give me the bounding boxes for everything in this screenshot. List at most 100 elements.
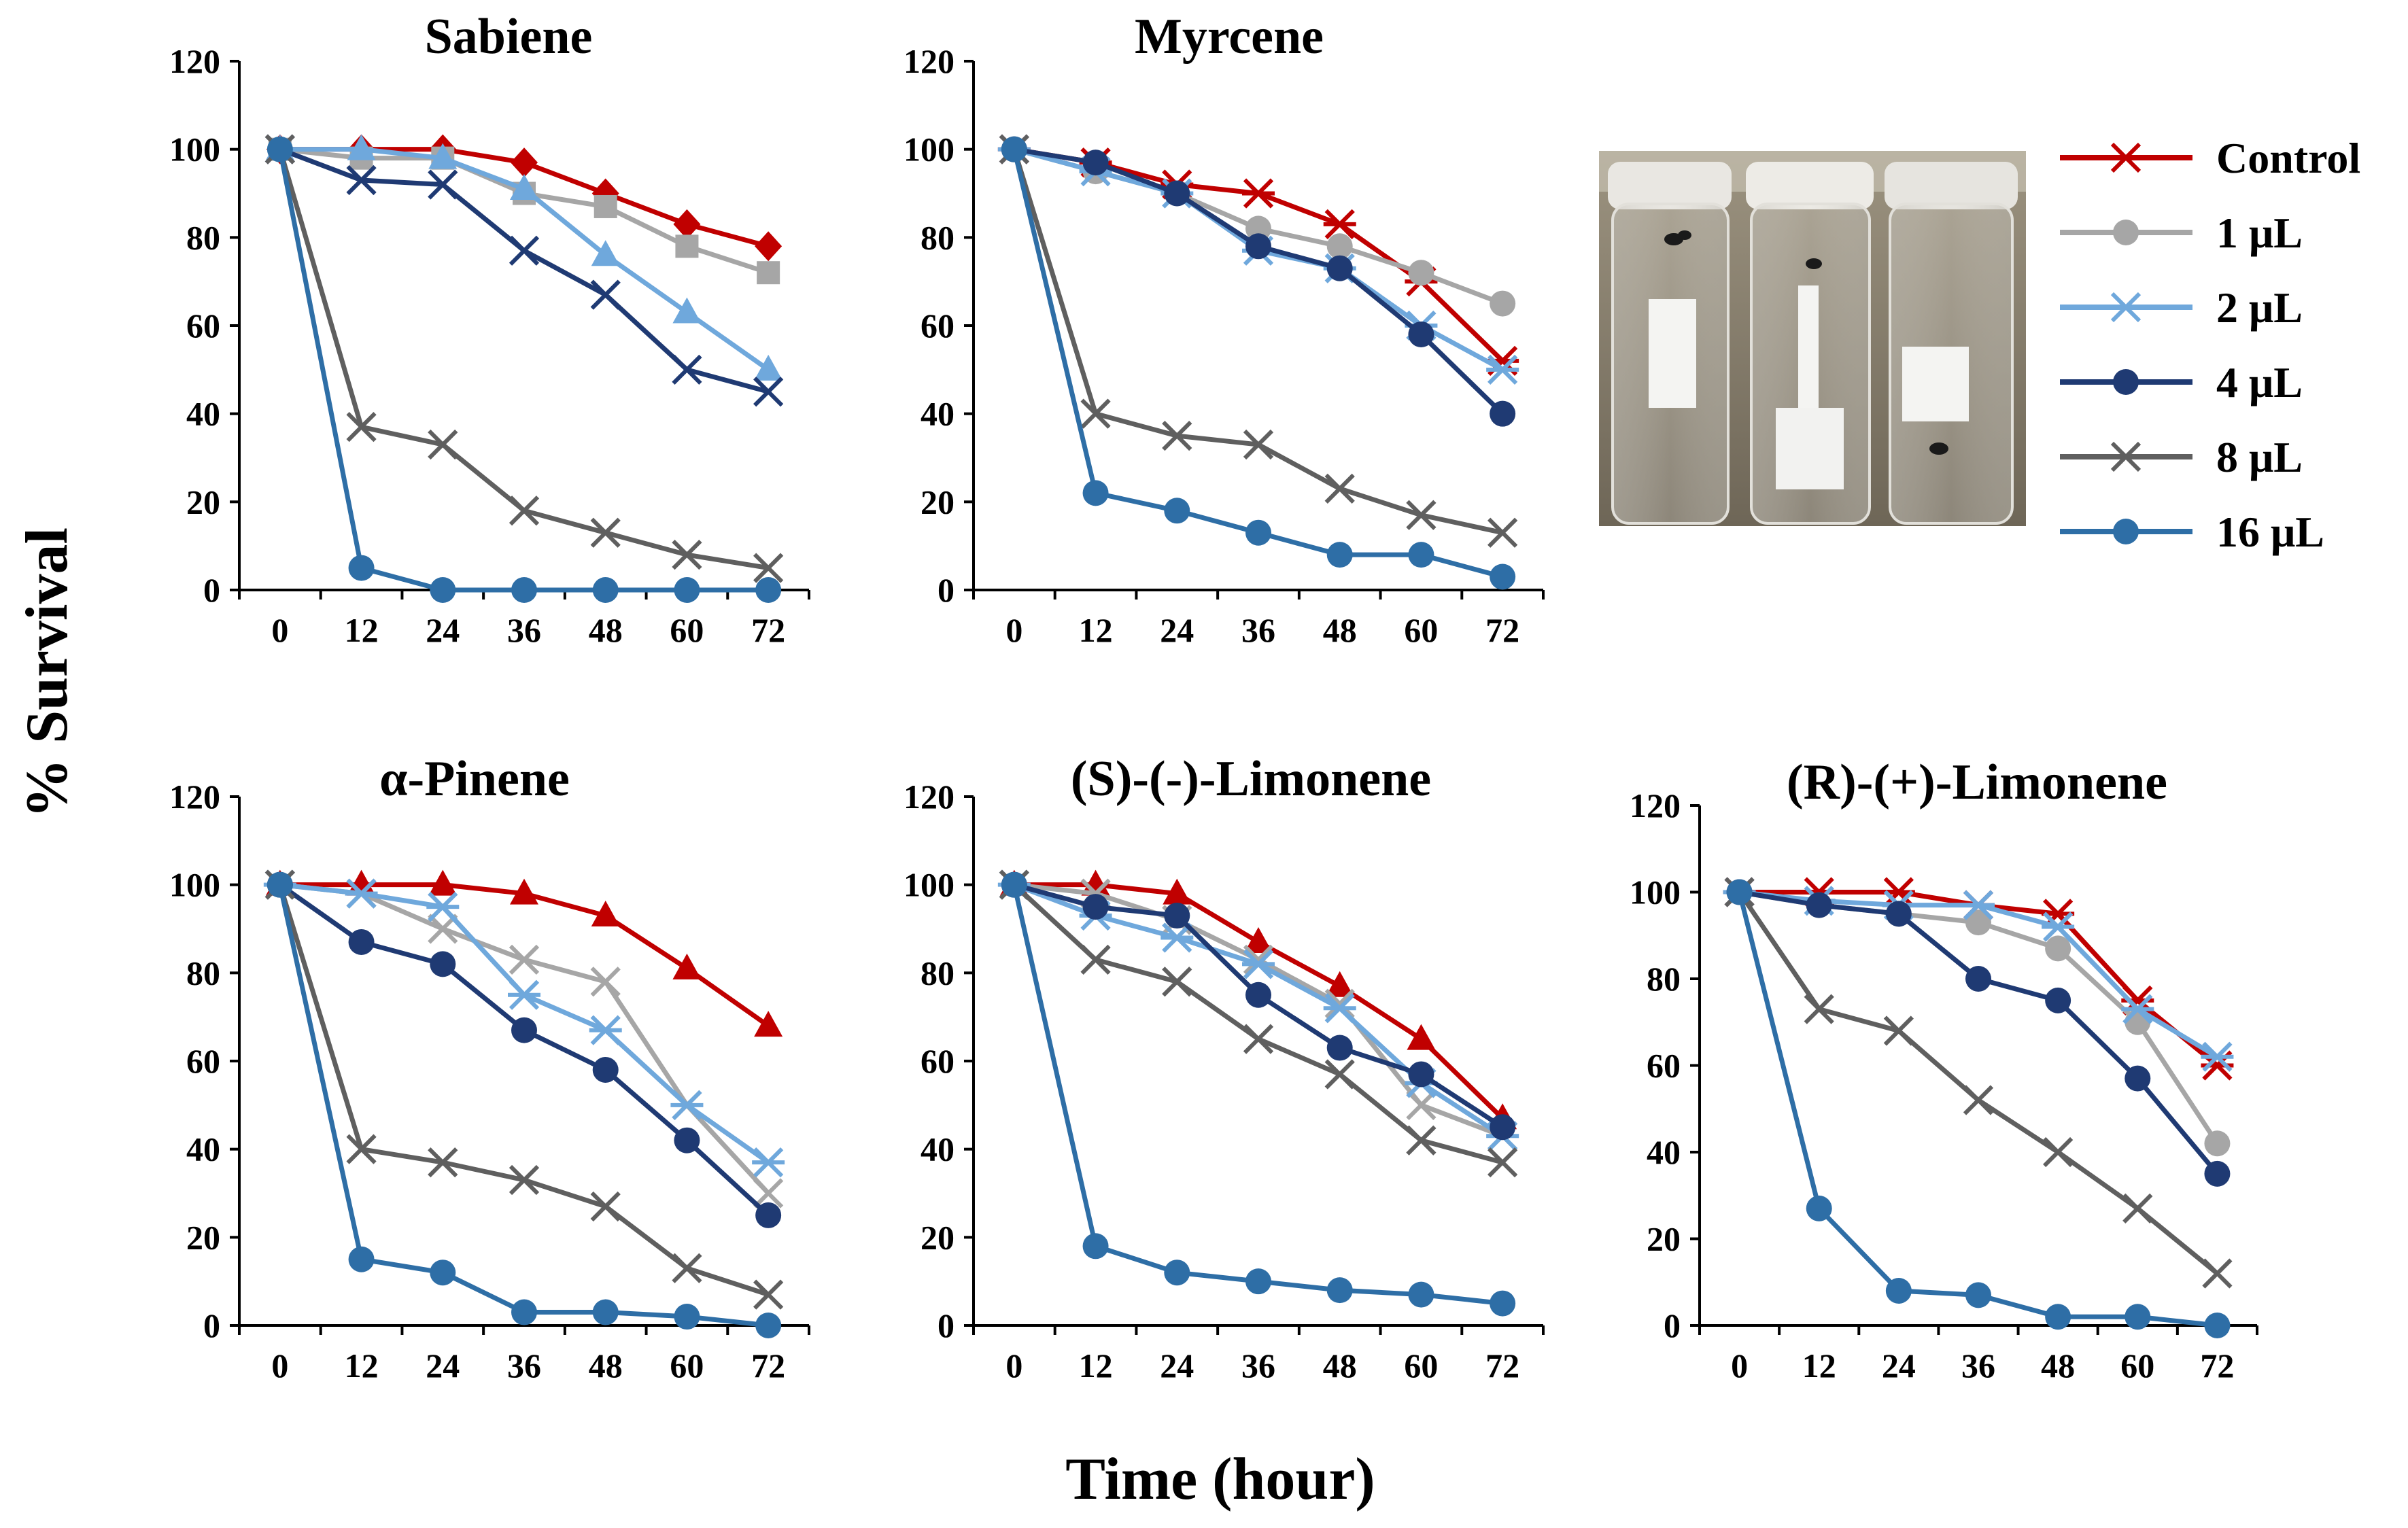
x-tick-label: 60 <box>1404 1347 1438 1385</box>
data-point <box>1082 480 1109 506</box>
x-tick-label: 60 <box>2120 1347 2154 1385</box>
x-tick-label: 36 <box>507 1347 541 1385</box>
data-point <box>591 901 620 927</box>
data-point <box>428 429 458 460</box>
data-point <box>1883 1015 1914 1046</box>
x-tick-label: 36 <box>1961 1347 1995 1385</box>
data-point <box>1726 879 1753 905</box>
chart-panel: (R)-(+)-Limonene 0 20 40 60 80 100 120 0 12 24 36 48… <box>1630 754 2258 1385</box>
data-point <box>590 1191 621 1222</box>
data-point <box>1324 473 1355 504</box>
y-tick-label: 20 <box>1647 1220 1681 1258</box>
legend-label: 8 μL <box>2216 433 2303 481</box>
data-point <box>2204 1160 2231 1187</box>
y-tick-label: 80 <box>1647 960 1681 998</box>
x-tick-label: 12 <box>1802 1347 1836 1385</box>
data-point <box>754 1011 783 1037</box>
data-point <box>589 1015 622 1045</box>
y-tick-label: 40 <box>186 1130 220 1168</box>
chart-title: Sabiene <box>425 9 593 65</box>
data-point <box>1486 354 1519 385</box>
data-point <box>1164 1260 1190 1286</box>
data-point <box>346 164 377 196</box>
data-point <box>1080 398 1111 429</box>
data-point <box>1490 400 1516 427</box>
data-point <box>1164 180 1190 207</box>
data-point <box>1082 894 1109 920</box>
data-point <box>1324 1059 1355 1090</box>
data-point <box>1163 878 1192 905</box>
chart-title: (S)-(-)-Limonene <box>1071 751 1431 807</box>
x-tick-label: 24 <box>426 611 460 649</box>
vials-photo <box>1599 151 2026 526</box>
data-point <box>1162 967 1192 997</box>
data-point <box>430 577 456 603</box>
y-tick-label: 100 <box>904 866 954 904</box>
data-point <box>1965 909 1991 936</box>
y-tick-label: 100 <box>169 866 220 904</box>
data-point <box>509 496 540 526</box>
data-point <box>1323 209 1356 240</box>
chart-panel: Sabiene 0 20 40 60 80 100 120 0 12 24 36 48 60 72 <box>169 9 810 649</box>
data-point <box>1001 871 1027 898</box>
y-tick-label: 0 <box>938 571 954 609</box>
data-point <box>674 577 700 603</box>
data-point <box>674 1127 700 1153</box>
legend-marker <box>2110 142 2142 173</box>
data-point <box>1490 1290 1516 1317</box>
x-tick-label: 48 <box>589 611 623 649</box>
data-point <box>345 878 378 909</box>
y-tick-label: 20 <box>921 483 954 521</box>
x-tick-label: 72 <box>751 611 785 649</box>
data-point <box>1806 892 1832 918</box>
data-point <box>592 577 619 603</box>
data-point <box>755 1202 782 1228</box>
data-point <box>266 871 293 898</box>
data-point <box>672 953 702 979</box>
data-point <box>592 1056 619 1083</box>
x-tick-label: 36 <box>507 611 541 649</box>
data-point <box>1245 1268 1271 1295</box>
x-tick-label: 12 <box>1079 611 1113 649</box>
x-tick-label: 24 <box>1882 1347 1916 1385</box>
data-point <box>670 1090 704 1120</box>
y-tick-label: 120 <box>904 42 954 80</box>
data-point <box>1243 429 1274 460</box>
data-point <box>752 1147 785 1178</box>
x-tick-label: 48 <box>589 1347 623 1385</box>
data-point <box>1242 949 1275 979</box>
x-axis-label: Time (hour) <box>1065 1446 1375 1512</box>
data-point <box>2125 1065 2151 1092</box>
y-tick-label: 60 <box>186 307 220 345</box>
series-4-uL <box>1001 871 1516 1141</box>
x-tick-label: 72 <box>1485 1347 1519 1385</box>
legend: Control 1 μL 2 μL 4 μL 8 μL 16 μL <box>2060 134 2360 556</box>
x-tick-label: 0 <box>1731 1347 1748 1385</box>
chart-title: (R)-(+)-Limonene <box>1787 754 2167 810</box>
x-tick-label: 0 <box>1005 1347 1022 1385</box>
data-point <box>1160 922 1194 953</box>
y-tick-label: 60 <box>1647 1047 1681 1085</box>
y-tick-label: 80 <box>921 218 954 256</box>
data-point <box>346 1134 377 1164</box>
data-point <box>511 1017 537 1043</box>
data-point <box>2045 935 2071 962</box>
series-8-uL <box>999 134 1518 548</box>
x-tick-label: 24 <box>1160 611 1194 649</box>
data-point <box>266 136 293 162</box>
x-tick-label: 48 <box>2041 1347 2075 1385</box>
x-tick-label: 72 <box>2200 1347 2234 1385</box>
y-tick-label: 60 <box>921 1042 954 1080</box>
data-point <box>1406 500 1437 530</box>
data-point <box>426 891 460 922</box>
legend-label: Control <box>2216 134 2360 182</box>
data-point <box>673 209 701 239</box>
data-point <box>1806 1195 1832 1221</box>
data-point <box>1164 903 1190 929</box>
data-point <box>1326 255 1353 281</box>
data-point <box>1326 1277 1353 1304</box>
y-tick-label: 40 <box>921 1130 954 1168</box>
y-tick-label: 120 <box>169 42 220 80</box>
data-point <box>428 143 458 169</box>
data-point <box>509 1164 540 1196</box>
